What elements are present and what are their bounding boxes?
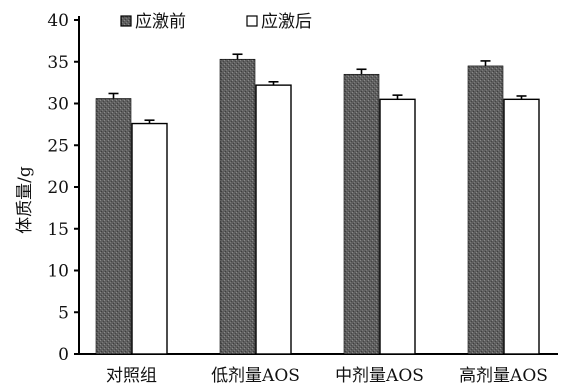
y-tick-label: 15 — [47, 220, 69, 240]
y-axis-label: 体质量/g — [15, 166, 35, 234]
y-tick-label: 25 — [47, 136, 69, 156]
y-tick-label: 5 — [58, 303, 69, 323]
bar-after-stress — [503, 98, 540, 355]
bar-before-stress — [467, 65, 504, 355]
legend: 应激前 应激后 — [120, 12, 312, 32]
legend-swatch-after — [246, 15, 258, 27]
category-label: 高剂量AOS — [459, 366, 548, 386]
y-tick-label: 35 — [47, 53, 69, 73]
legend-label-before: 应激前 — [135, 12, 186, 32]
y-tick-label: 10 — [47, 262, 69, 282]
bar-after-stress — [131, 122, 168, 355]
bars — [95, 53, 540, 355]
y-tick-label: 20 — [47, 178, 69, 198]
legend-label-after: 应激后 — [261, 12, 312, 32]
category-label: 对照组 — [106, 366, 157, 386]
labels: 对照组 低剂量AOS 中剂量AOS 高剂量AOS — [106, 366, 548, 386]
bar-before-stress — [95, 98, 132, 355]
legend-swatch-before — [120, 15, 132, 27]
bar-after-stress — [379, 98, 416, 355]
category-label: 低剂量AOS — [211, 366, 300, 386]
bar-after-stress — [255, 84, 292, 355]
bar-before-stress — [219, 58, 256, 355]
bar-before-stress — [343, 73, 380, 355]
category-label: 中剂量AOS — [335, 366, 424, 386]
y-tick-label: 0 — [58, 345, 69, 365]
y-tick-label: 30 — [47, 95, 69, 115]
y-tick-label: 40 — [47, 11, 69, 31]
